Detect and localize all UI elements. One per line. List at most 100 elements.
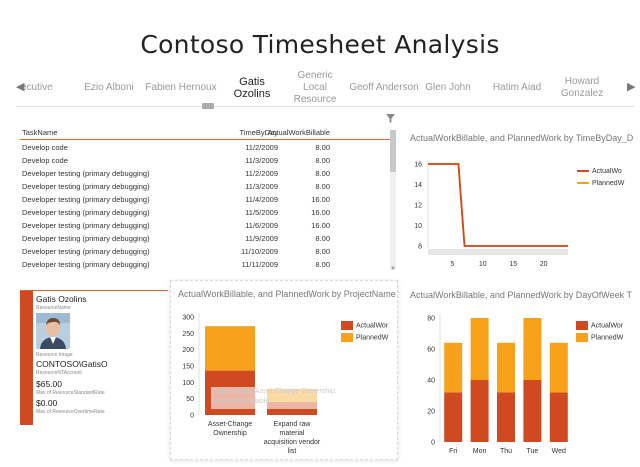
tile-geoff-anderson[interactable]: Geoff Anderson [349, 82, 419, 93]
table-row[interactable]: Develop code 11/3/2009 8.00 [20, 153, 390, 166]
dow-bar-actual[interactable] [497, 392, 515, 442]
dow-bar-chart[interactable]: 0 20 40 60 80 Fri Mon Thu Tue Wed [404, 306, 574, 464]
dow-bar-actual[interactable] [549, 392, 568, 442]
project-x-label: acquisition vendor [264, 439, 321, 446]
project-legend-actual[interactable]: ActualWor [341, 321, 397, 330]
scroll-down-icon[interactable]: ▼ [390, 266, 396, 272]
line-x-scrollbar[interactable] [428, 249, 568, 255]
dow-x-label: Tue [526, 448, 538, 455]
dow-bar-planned[interactable] [497, 342, 515, 393]
cell-timebyday: 11/11/2009 [241, 260, 278, 269]
table-row[interactable]: Developer testing (primary debugging) 11/… [20, 192, 390, 205]
project-chart-title: ActualWorkBillable, and PlannedWork by P… [178, 289, 396, 299]
line-series-planned[interactable] [428, 163, 568, 247]
project-chart-popup[interactable]: ActualWorkBillable, and PlannedWork by P… [170, 280, 398, 460]
project-bar-chart[interactable]: 0 50 100 150 200 250 300 Asset-Change Ownership E… [171, 307, 333, 457]
project-legend-planned-swatch [341, 333, 353, 342]
dow-y-tick: 20 [427, 409, 435, 416]
tile-fabien-hernoux[interactable]: Fabien Hernoux [145, 82, 217, 93]
line-legend-actual[interactable]: ActualWo [577, 168, 634, 175]
table-scrollbar[interactable] [390, 130, 396, 270]
cell-timebyday: 11/2/2009 [245, 169, 278, 178]
tile-navigation: ◀ Executive Ezio Alboni Fabien Hernoux Gati… [0, 70, 640, 106]
line-chart[interactable]: 8 10 12 14 16 5 10 15 20 [400, 150, 634, 276]
cell-actualworkbillable: 16.00 [311, 221, 330, 230]
tile-divider [16, 106, 634, 107]
cell-timebyday: 11/3/2009 [245, 156, 278, 165]
dow-bar-actual[interactable] [523, 380, 542, 442]
resource-card[interactable]: Gatis Ozolins ResourceName Resource Imag… [20, 290, 168, 425]
line-y-tick: 14 [414, 182, 422, 189]
filter-icon[interactable] [386, 114, 395, 123]
table-row[interactable]: Developer testing (primary debugging) 11/… [20, 257, 390, 270]
resource-photo [36, 313, 70, 349]
project-legend-planned[interactable]: PlannedW [341, 333, 397, 342]
table-row[interactable]: Developer testing (primary debugging) 11/… [20, 179, 390, 192]
project-bar-planned[interactable] [205, 326, 255, 371]
report-title: Contoso Timesheet Analysis [140, 30, 500, 59]
dow-bar-planned[interactable] [470, 318, 489, 380]
dow-bar-planned[interactable] [549, 342, 568, 393]
project-x-label: Expand raw [274, 421, 312, 428]
dow-bar-planned[interactable] [523, 318, 542, 380]
tile-ezio-alboni[interactable]: Ezio Alboni [84, 82, 134, 93]
chart-tooltip: ProjectName: Asset-Change Ownership; Act… [211, 387, 379, 409]
cell-actualworkbillable: 8.00 [315, 273, 330, 274]
resource-overtime-rate-label: Max of ResourceOvertimeRate [36, 409, 105, 415]
dow-bar-actual[interactable] [444, 392, 463, 442]
cell-actualworkbillable: 8.00 [315, 182, 330, 191]
tile-generic-local-resource[interactable]: Generic Local Resource [293, 70, 337, 105]
cell-actualworkbillable: 8.00 [315, 234, 330, 243]
cell-taskname: Developer testing (primary debugging) [22, 260, 150, 269]
table-row[interactable]: Developer testing (primary debugging) 11/… [20, 231, 390, 244]
dow-legend-planned-label: PlannedW [591, 334, 624, 342]
table-row[interactable]: Develop code 11/2/2009 8.00 [20, 140, 390, 153]
project-y-tick: 250 [182, 331, 194, 338]
tile-glen-john[interactable]: Glen John [425, 82, 471, 93]
tile-executive[interactable]: Executive [24, 82, 53, 93]
line-legend-planned-swatch [577, 182, 589, 185]
tile-prev-arrow-icon[interactable]: ◀ [16, 81, 25, 93]
project-y-tick: 150 [182, 364, 194, 371]
cell-actualworkbillable: 8.00 [315, 169, 330, 178]
project-x-label: Asset-Change [208, 421, 252, 428]
header-actualworkbillable[interactable]: ActualWorkBillable [267, 128, 330, 137]
dow-bar-planned[interactable] [444, 342, 463, 393]
tile-next-arrow-icon[interactable]: ▶ [627, 81, 636, 93]
resource-name: Gatis Ozolins [36, 294, 87, 304]
line-series-actual[interactable] [428, 163, 568, 247]
table-scroll-thumb[interactable] [390, 130, 396, 172]
dow-x-label: Mon [473, 448, 487, 455]
tile-howard-gonzalez[interactable]: Howard Gonzalez [560, 76, 604, 99]
cell-timebyday: 11/6/2009 [245, 221, 278, 230]
cell-timebyday: 11/4/2009 [245, 195, 278, 204]
header-timebyday[interactable]: TimeByDay [239, 128, 278, 137]
table-row[interactable]: Developer testing (primary debugging) 11/… [20, 244, 390, 257]
dow-x-label: Wed [552, 448, 566, 455]
cell-taskname: Developer testing (primary debugging) [22, 234, 150, 243]
line-legend-planned[interactable]: PlannedW [577, 180, 634, 187]
dow-y-tick: 40 [427, 378, 435, 385]
dow-x-label: Thu [500, 448, 512, 455]
resource-image-label: Resource Image [36, 352, 73, 358]
cell-taskname: Develop code [22, 156, 68, 165]
table-row[interactable]: Developer testing (primary debugging) 11/… [20, 218, 390, 231]
cell-taskname: Developer testing (primary debugging) [22, 273, 150, 274]
cell-taskname: Developer testing (primary debugging) [22, 182, 150, 191]
table-row[interactable]: Developer testing (primary debugging) 11/… [20, 270, 390, 274]
dow-legend-planned[interactable]: PlannedW [576, 333, 634, 342]
tile-scroll-handle[interactable] [202, 103, 214, 109]
line-x-tick: 10 [479, 261, 487, 268]
task-table: TaskName TimeByDay ActualWorkBillable De… [20, 126, 390, 274]
header-taskname[interactable]: TaskName [22, 128, 58, 137]
tile-gatis-ozolins[interactable]: Gatis Ozolins [233, 76, 271, 100]
tile-hatim-aiad[interactable]: Hatim Aiad [492, 82, 542, 93]
dow-y-tick: 80 [427, 316, 435, 323]
cell-actualworkbillable: 8.00 [315, 143, 330, 152]
table-body: Develop code 11/2/2009 8.00 Develop code 11/… [20, 140, 390, 274]
table-row[interactable]: Developer testing (primary debugging) 11/… [20, 205, 390, 218]
dow-legend-actual[interactable]: ActualWor [576, 321, 634, 330]
dow-bar-actual[interactable] [470, 380, 489, 442]
table-row[interactable]: Developer testing (primary debugging) 11/… [20, 166, 390, 179]
line-chart-title: ActualWorkBillable, and PlannedWork by T… [410, 133, 634, 143]
